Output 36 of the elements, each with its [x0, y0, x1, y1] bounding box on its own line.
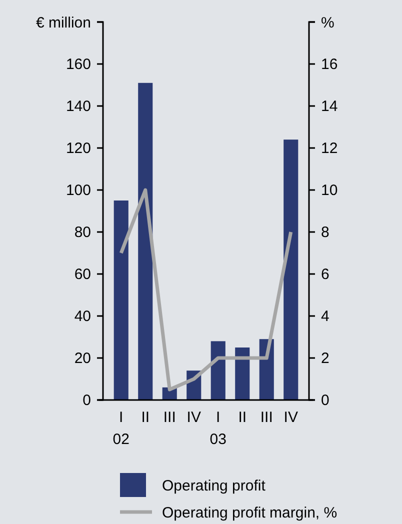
y2-tick-label: 8	[321, 224, 330, 241]
y-axis-title: € million	[36, 14, 91, 32]
x-tick-label: II	[238, 409, 247, 426]
y-tick-label: 20	[74, 350, 91, 367]
bar	[114, 200, 128, 400]
x-tick-label: III	[163, 409, 176, 426]
y2-tick-label: 6	[321, 266, 330, 283]
y2-axis-title: %	[321, 14, 334, 32]
line-series	[119, 188, 293, 392]
bar	[284, 140, 298, 400]
y-tick-label: 0	[82, 392, 91, 409]
legend-label: Operating profit	[162, 477, 266, 494]
x-tick-label: IV	[284, 409, 298, 426]
legend-label: Operating profit margin, %	[162, 504, 338, 522]
x-tick-label: III	[260, 409, 273, 426]
y-tick-label: 100	[66, 182, 91, 199]
y-tick-label: 60	[74, 266, 91, 283]
y2-tick-label: 0	[321, 392, 330, 409]
y-tick-label: 120	[66, 140, 91, 157]
y2-tick-label: 16	[321, 56, 338, 73]
bar	[138, 82, 153, 400]
y-tick-label: 40	[74, 308, 91, 325]
bar	[235, 348, 250, 400]
y2-tick-label: 12	[321, 140, 338, 157]
bar	[210, 341, 226, 400]
y2-tick-label: 2	[321, 350, 330, 367]
x-tick-label: IV	[186, 409, 201, 426]
y-tick-label: 140	[66, 98, 91, 115]
y2-tick-label: 10	[321, 182, 338, 199]
y-tick-label: 160	[66, 56, 91, 73]
x-tick-label: II	[141, 409, 150, 426]
y-tick-label: 80	[74, 224, 91, 241]
y2-tick-label: 4	[321, 308, 330, 325]
x-tick-label: I 03	[210, 409, 226, 448]
y2-tick-label: 14	[321, 98, 338, 115]
x-tick-label: I 02	[112, 409, 130, 448]
